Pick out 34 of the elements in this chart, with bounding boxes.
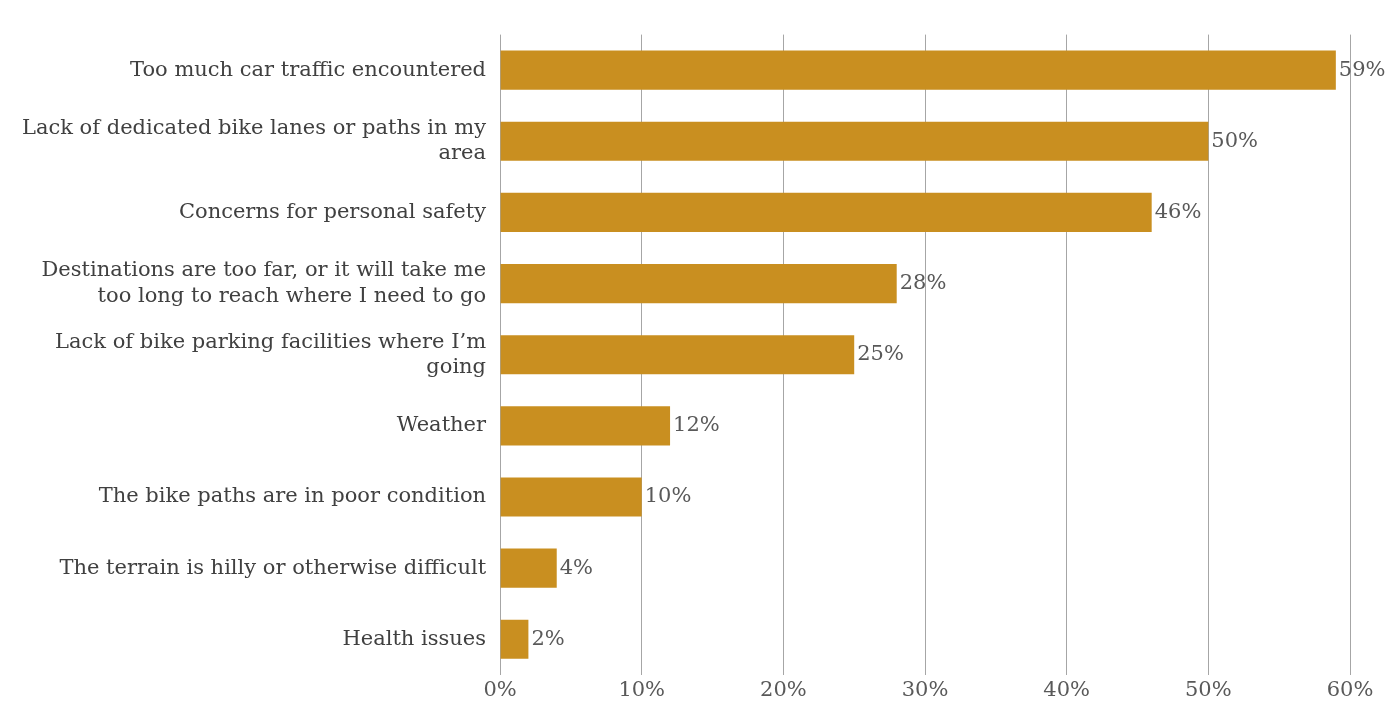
x-tick-label: 20% xyxy=(760,676,807,701)
y-tick-label: The terrain is hilly or otherwise difficult xyxy=(59,554,487,579)
y-tick-label: Weather xyxy=(396,412,488,437)
bar xyxy=(500,406,671,446)
bar xyxy=(500,192,1152,232)
x-tick-label: 10% xyxy=(618,676,666,701)
bar xyxy=(500,50,1336,90)
x-tick-label: 60% xyxy=(1326,676,1374,701)
data-label: 46% xyxy=(1154,198,1202,223)
x-tick-label: 30% xyxy=(901,676,949,701)
y-tick-label: Health issues xyxy=(342,625,487,650)
bar xyxy=(500,121,1209,161)
data-label: 59% xyxy=(1338,56,1386,81)
data-label: 2% xyxy=(531,625,565,650)
y-tick-label: Lack of bike parking facilities where I’m going xyxy=(55,328,487,378)
y-tick-label: Destinations are too far, or it will take me too long to reach where I need to go xyxy=(41,257,487,307)
data-label: 12% xyxy=(673,412,720,437)
bar xyxy=(500,548,557,588)
data-label: 50% xyxy=(1211,127,1259,152)
bar xyxy=(500,335,855,375)
data-label: 28% xyxy=(899,270,947,295)
y-tick-label: Too much car traffic encountered xyxy=(130,56,487,81)
data-label: 25% xyxy=(857,341,904,366)
x-tick-label: 0% xyxy=(483,676,517,701)
data-label: 10% xyxy=(644,483,692,508)
bar xyxy=(500,264,897,304)
x-tick-label: 40% xyxy=(1043,676,1091,701)
y-tick-label: Lack of dedicated bike lanes or paths in my area xyxy=(21,115,487,165)
x-tick-label: 50% xyxy=(1185,676,1232,701)
bar xyxy=(500,619,529,659)
y-tick-label: Concerns for personal safety xyxy=(178,198,487,223)
y-tick-label: The bike paths are in poor condition xyxy=(98,483,487,508)
data-label: 4% xyxy=(559,554,594,579)
bar xyxy=(500,477,642,517)
